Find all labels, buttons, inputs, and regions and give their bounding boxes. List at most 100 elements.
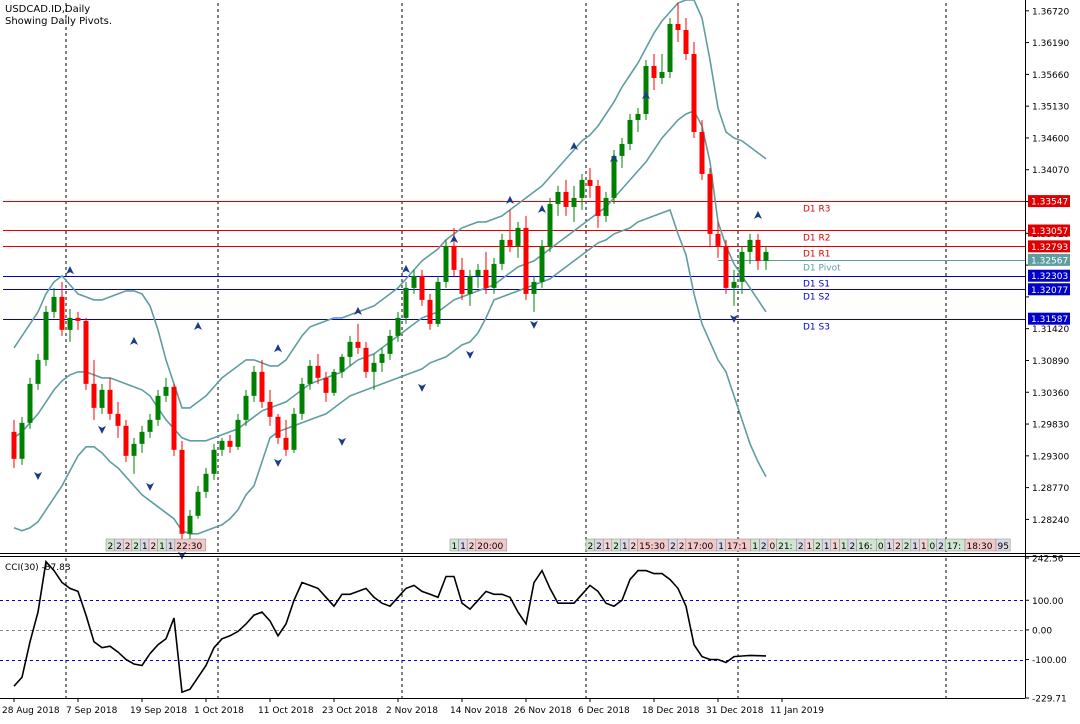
candle-body	[179, 449, 185, 534]
candle	[139, 425, 145, 453]
candle	[155, 389, 161, 426]
candle-body	[187, 515, 193, 534]
fractal-up-arrow-icon	[66, 266, 74, 275]
session-box-label: 1	[912, 542, 918, 552]
cci-indicator-label: CCI(30) -87.83	[5, 563, 71, 573]
session-box-label: 2	[904, 542, 910, 552]
session-box-label: 95	[998, 542, 1009, 552]
pivot-label: D1 R1	[803, 250, 831, 260]
candle	[179, 440, 185, 546]
session-box-label: 2	[798, 542, 804, 552]
candle-body	[75, 317, 81, 321]
candle-body	[443, 245, 449, 282]
candle	[595, 179, 601, 228]
candle	[467, 269, 473, 306]
candle-body	[203, 473, 209, 492]
price-tick-label: 1.35660	[1032, 71, 1069, 81]
cci-tick-label: 0.00	[1032, 626, 1052, 636]
candle-body	[587, 179, 593, 186]
candle-body	[139, 431, 145, 444]
candle-body	[571, 197, 577, 207]
price-badge-label: 1.33057	[1031, 227, 1068, 237]
price-tick-label: 1.30890	[1032, 357, 1069, 367]
price-badge-label: 1.32793	[1031, 243, 1068, 253]
price-tick-label: 1.36720	[1032, 7, 1069, 17]
session-box-label: 15:30	[639, 542, 665, 552]
fractal-up-arrow-icon	[754, 210, 762, 219]
price-badge	[1028, 195, 1070, 208]
candle	[491, 257, 497, 294]
candle-body	[667, 23, 673, 72]
candle	[355, 323, 361, 354]
session-box-label: 2	[133, 542, 139, 552]
candle-body	[675, 23, 681, 30]
candle	[739, 245, 745, 294]
session-box-label: 1	[460, 542, 466, 552]
candle-body	[435, 281, 441, 324]
candle-body	[219, 440, 225, 450]
session-box-label: 2	[596, 542, 602, 552]
candle	[371, 353, 377, 390]
fractal-down-arrow-icon	[98, 425, 106, 434]
candle	[315, 353, 321, 384]
price-badge	[1028, 269, 1070, 282]
session-box-label: 1	[159, 542, 165, 552]
candle-body	[419, 275, 425, 300]
session-box-label: 2	[850, 542, 856, 552]
candle	[171, 383, 177, 456]
candle-body	[83, 320, 89, 384]
pivot-label: D1 S1	[803, 280, 830, 290]
candle-body	[371, 362, 377, 372]
candle-body	[531, 281, 537, 294]
candle	[691, 41, 697, 138]
fractal-down-arrow-icon	[466, 350, 474, 359]
cci-tick-label: -100.00	[1032, 656, 1067, 666]
candle-body	[163, 386, 169, 396]
bollinger-lower-line	[13, 208, 767, 535]
candle-body	[475, 269, 481, 276]
price-badge-label: 1.33547	[1031, 198, 1068, 208]
candle	[635, 107, 641, 132]
session-box-label: 1	[921, 542, 927, 552]
candle	[379, 347, 385, 372]
candle-body	[195, 491, 201, 516]
session-box-label: 2	[108, 542, 114, 552]
time-tick-label: 6 Dec 2018	[578, 706, 630, 716]
candle	[235, 413, 241, 450]
candle	[307, 359, 313, 390]
bollinger-upper-line	[13, 0, 767, 409]
session-box-label: 2	[815, 542, 821, 552]
candle-body	[563, 191, 569, 207]
session-box-label: 1	[752, 542, 758, 552]
candle	[419, 269, 425, 306]
candle	[291, 407, 297, 453]
candle	[219, 437, 225, 456]
candle-body	[731, 281, 737, 288]
candle	[187, 509, 193, 540]
candle	[283, 419, 289, 456]
candle	[59, 281, 65, 336]
session-box-label: 2	[631, 542, 637, 552]
candle	[347, 335, 353, 366]
candle-body	[747, 239, 753, 252]
session-box-label: 22:30	[176, 542, 202, 552]
candle-body	[275, 416, 281, 438]
session-box-label: 1	[142, 542, 148, 552]
candle-body	[499, 239, 505, 264]
candle	[571, 185, 577, 222]
candle	[19, 416, 25, 465]
candle-body	[459, 269, 465, 294]
price-badge	[1028, 312, 1070, 325]
candle-body	[555, 191, 561, 204]
pivot-label: D1 R3	[803, 205, 831, 215]
fractal-up-arrow-icon	[130, 336, 138, 345]
candle-body	[403, 287, 409, 318]
session-box-label: 2	[670, 542, 676, 552]
candle-body	[227, 440, 233, 447]
candle	[75, 311, 81, 330]
session-box-label: 0	[770, 542, 776, 552]
session-box-label: 1	[718, 542, 724, 552]
candle-body	[115, 413, 121, 426]
fractal-up-arrow-icon	[506, 195, 514, 204]
candle	[227, 434, 233, 453]
